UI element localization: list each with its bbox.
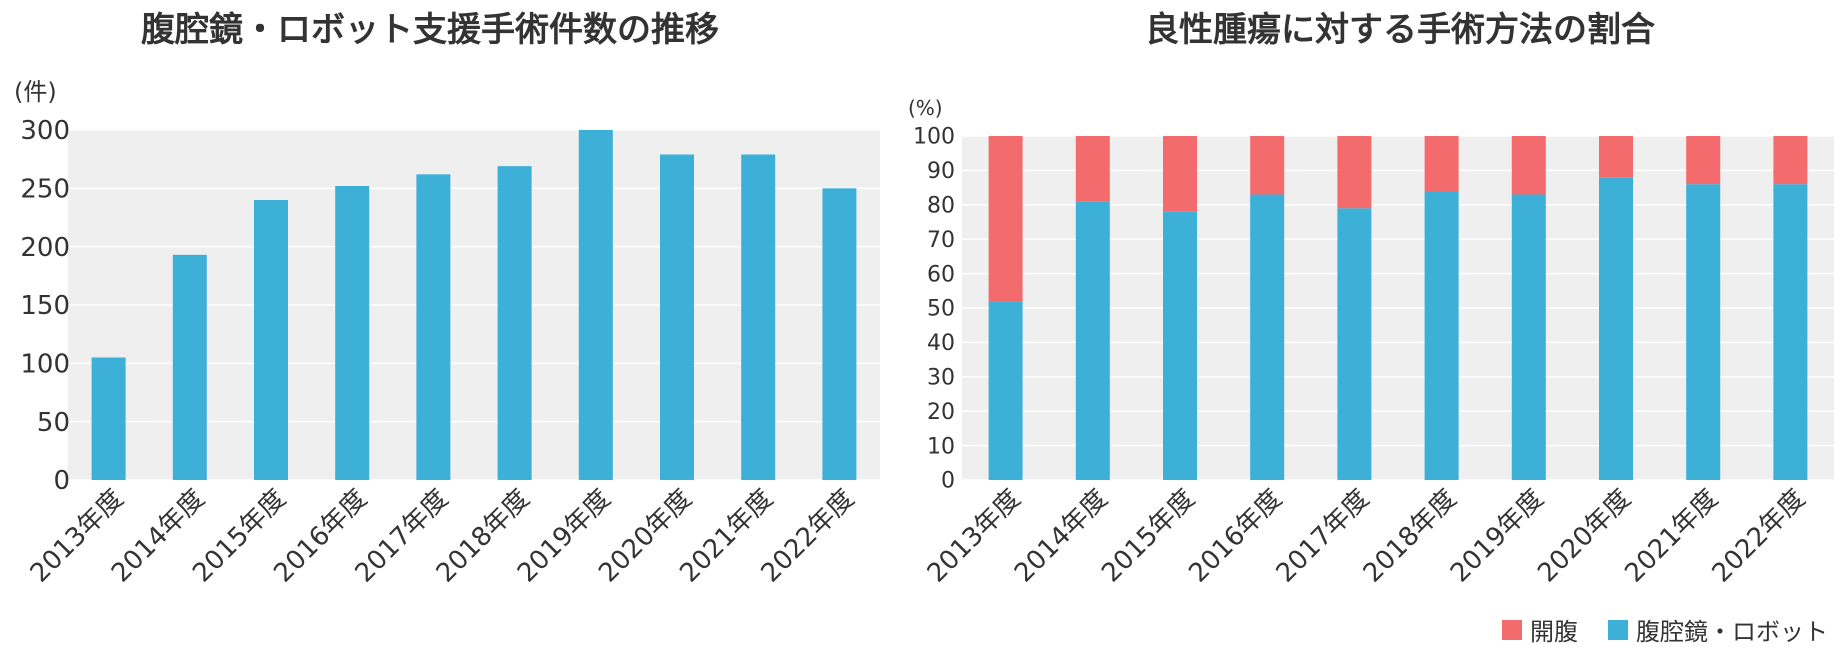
chart2-y-tick-label: 40 <box>927 331 955 356</box>
chart2-bar-open-4 <box>1337 136 1372 209</box>
chart1-bar-3 <box>335 186 370 480</box>
chart1-bar-7 <box>660 154 694 480</box>
chart2-x-tick-label: 2014年度 <box>1009 484 1114 589</box>
chart1-bar-9 <box>822 188 857 481</box>
chart2-x-tick-label: 2018年度 <box>1358 484 1463 589</box>
chart1-bar-6 <box>578 130 613 480</box>
chart2-bar-laparoscopic-5 <box>1424 191 1459 481</box>
chart1-bar-8 <box>741 154 776 480</box>
chart2-bar-laparoscopic-4 <box>1337 208 1372 481</box>
chart1-y-tick-label: 300 <box>20 116 70 146</box>
chart2-y-tick-label: 20 <box>927 400 955 425</box>
chart2-bar-open-2 <box>1163 136 1197 212</box>
chart2-x-tick-label: 2022年度 <box>1707 484 1812 589</box>
chart2-bar-open-9 <box>1773 136 1808 185</box>
legend-swatch-blue <box>1608 619 1628 640</box>
chart1-y-tick-label: 0 <box>53 466 70 496</box>
chart2-x-tick-label: 2020年度 <box>1532 484 1637 589</box>
chart2-bar-laparoscopic-7 <box>1599 177 1633 480</box>
chart2-y-tick-label: 80 <box>927 194 955 219</box>
chart1-bar-4 <box>416 174 451 481</box>
chart2-bar-open-6 <box>1511 136 1546 195</box>
chart2-x-tick-label: 2015年度 <box>1096 484 1201 589</box>
legend-item-open-surgery: 開腹 <box>1502 612 1578 647</box>
chart2-y-tick-label: 0 <box>941 469 955 494</box>
chart2-bar-laparoscopic-0 <box>988 301 1023 480</box>
chart2-bar-laparoscopic-2 <box>1163 211 1197 480</box>
chart1-y-tick-label: 200 <box>20 233 70 263</box>
chart2-x-tick-label: 2016年度 <box>1183 484 1288 589</box>
chart1-y-tick-label: 150 <box>20 291 70 321</box>
chart2-y-tick-label: 50 <box>927 297 955 322</box>
chart2-y-tick-label: 100 <box>913 125 955 150</box>
chart2-bar-open-8 <box>1686 136 1721 185</box>
chart2-y-tick-label: 10 <box>927 434 955 459</box>
chart2-x-tick-label: 2019年度 <box>1445 484 1550 589</box>
chart2-bar-laparoscopic-8 <box>1686 184 1721 480</box>
chart2-bar-laparoscopic-9 <box>1773 184 1808 480</box>
chart1-y-axis-label: (件) <box>14 78 57 106</box>
chart2-y-axis-label: (%) <box>908 96 943 120</box>
chart2-bar-open-5 <box>1424 136 1459 192</box>
chart2-bar-open-3 <box>1250 136 1285 195</box>
chart2-y-tick-label: 60 <box>927 262 955 287</box>
chart2-bar-laparoscopic-6 <box>1511 194 1546 481</box>
chart1-y-tick-label: 100 <box>20 349 70 379</box>
legend-swatch-red <box>1502 619 1522 640</box>
chart2-y-tick-label: 70 <box>927 228 955 253</box>
chart2-bar-open-1 <box>1075 136 1110 202</box>
chart2-bar-laparoscopic-3 <box>1250 194 1285 481</box>
chart1-bar-5 <box>497 166 532 480</box>
chart2-legend: 開腹 腹腔鏡・ロボット <box>1482 612 1828 647</box>
chart1-bar-0 <box>91 357 126 480</box>
chart2-x-tick-label: 2017年度 <box>1271 484 1376 589</box>
chart2-y-tick-label: 30 <box>927 366 955 391</box>
chart2-title: 良性腫瘍に対する手術方法の割合 <box>1145 10 1655 50</box>
chart1-y-tick-label: 250 <box>20 174 70 204</box>
chart2-bar-open-7 <box>1599 136 1633 178</box>
chart1-title: 腹腔鏡・ロボット支援手術件数の推移 <box>141 10 719 50</box>
chart1-bar-1 <box>172 254 207 480</box>
chart2-bar-open-0 <box>988 136 1023 302</box>
chart2-bar-laparoscopic-1 <box>1075 201 1110 481</box>
chart2-x-tick-label: 2013年度 <box>922 484 1027 589</box>
chart1-y-tick-label: 50 <box>37 408 70 438</box>
legend-label-open-surgery: 開腹 <box>1530 618 1578 646</box>
chart1-bar-2 <box>254 200 288 480</box>
chart2-x-tick-label: 2021年度 <box>1619 484 1724 589</box>
legend-label-laparoscopic: 腹腔鏡・ロボット <box>1636 618 1828 646</box>
legend-item-laparoscopic: 腹腔鏡・ロボット <box>1608 612 1828 647</box>
chart2-y-tick-label: 90 <box>927 159 955 184</box>
